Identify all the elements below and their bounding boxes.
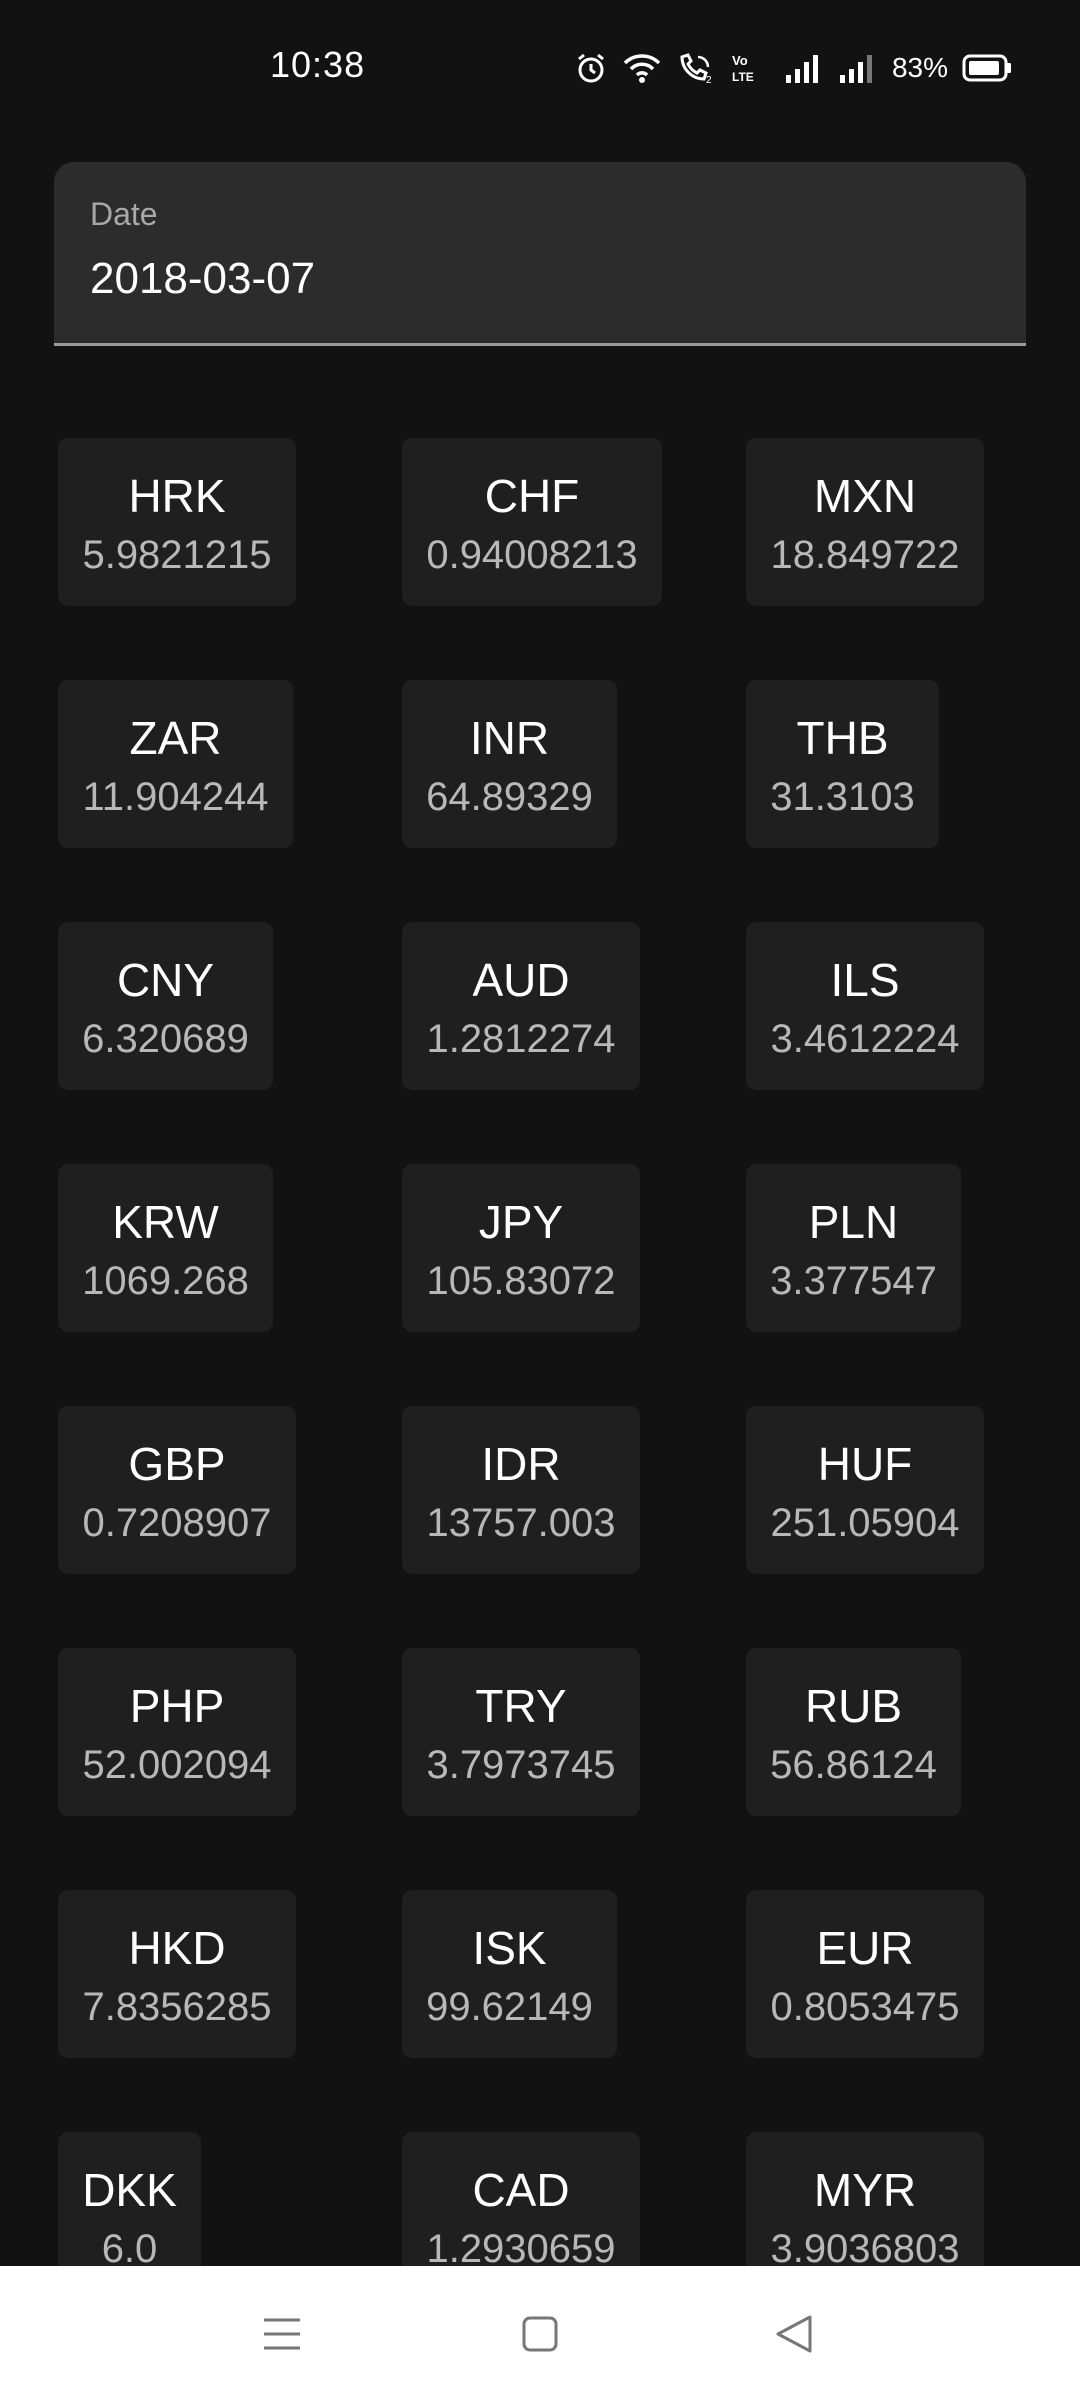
status-bar: 10:38 2 Vo LTE 83% (0, 0, 1080, 140)
currency-code: THB (796, 712, 889, 764)
currency-card: CNY 6.320689 (58, 922, 273, 1090)
currency-rate: 99.62149 (426, 1985, 593, 2029)
currency-rate: 0.7208907 (82, 1501, 272, 1545)
currency-card: MXN 18.849722 (746, 438, 984, 606)
currency-code: DKK (82, 2164, 177, 2216)
navigation-bar (0, 2266, 1080, 2400)
currency-code: INR (469, 712, 550, 764)
currency-code: ILS (830, 954, 900, 1006)
currency-card: HKD 7.8356285 (58, 1890, 296, 2058)
currency-rate: 13757.003 (426, 1501, 616, 1545)
currency-code: IDR (481, 1438, 561, 1490)
currency-rate: 5.9821215 (82, 533, 272, 577)
svg-text:LTE: LTE (732, 70, 754, 84)
wifi-calling-icon: 2 (676, 51, 716, 85)
currency-code: JPY (478, 1196, 564, 1248)
currency-code: AUD (472, 954, 570, 1006)
currency-code: HRK (128, 470, 226, 522)
currency-rate: 11.904244 (82, 775, 269, 819)
currency-card: ZAR 11.904244 (58, 680, 293, 848)
currency-rate: 1.2930659 (426, 2227, 616, 2266)
currency-card: DKK 6.0 (58, 2132, 201, 2266)
status-icons: 2 Vo LTE 83% (574, 48, 1012, 88)
currency-card: HUF 251.05904 (746, 1406, 984, 1574)
currency-rate: 3.377547 (770, 1259, 937, 1303)
currency-rate: 3.9036803 (770, 2227, 960, 2266)
signal-icon (784, 51, 824, 85)
currency-rate: 31.3103 (770, 775, 915, 819)
battery-icon (962, 53, 1012, 83)
currency-card: ISK 99.62149 (402, 1890, 617, 2058)
date-field[interactable]: Date 2018-03-07 (54, 162, 1026, 346)
currency-code: EUR (816, 1922, 914, 1974)
currency-rate: 0.8053475 (770, 1985, 960, 2029)
menu-icon[interactable] (250, 2302, 314, 2366)
date-value[interactable]: 2018-03-07 (90, 254, 316, 303)
currency-code: RUB (804, 1680, 903, 1732)
currency-card: EUR 0.8053475 (746, 1890, 984, 2058)
currency-card: THB 31.3103 (746, 680, 939, 848)
currency-card: IDR 13757.003 (402, 1406, 640, 1574)
currency-code: ZAR (129, 712, 222, 764)
currency-grid: HRK 5.9821215 CHF 0.94008213 MXN 18.849722 ZAR… (58, 438, 984, 2266)
currency-rate: 7.8356285 (82, 1985, 272, 2029)
currency-rate: 18.849722 (770, 533, 960, 577)
currency-code: MYR (813, 2164, 917, 2216)
currency-rate: 105.83072 (426, 1259, 616, 1303)
currency-code: KRW (112, 1196, 219, 1248)
currency-code: MXN (813, 470, 917, 522)
currency-code: ISK (472, 1922, 547, 1974)
date-label: Date (90, 196, 158, 232)
currency-card: CHF 0.94008213 (402, 438, 662, 606)
currency-rate: 3.4612224 (770, 1017, 960, 1061)
currency-code: CAD (472, 2164, 570, 2216)
status-time: 10:38 (270, 44, 366, 85)
currency-code: CNY (116, 954, 215, 1006)
svg-text:2: 2 (706, 75, 712, 85)
currency-card: HRK 5.9821215 (58, 438, 296, 606)
svg-text:Vo: Vo (732, 53, 748, 68)
currency-rate: 64.89329 (426, 775, 593, 819)
currency-card: PHP 52.002094 (58, 1648, 296, 1816)
currency-code: CHF (484, 470, 580, 522)
battery-percent: 83% (891, 52, 948, 83)
currency-code: HKD (128, 1922, 226, 1974)
currency-card: KRW 1069.268 (58, 1164, 273, 1332)
currency-card: ILS 3.4612224 (746, 922, 984, 1090)
currency-rate: 0.94008213 (426, 533, 638, 577)
currency-card: RUB 56.86124 (746, 1648, 961, 1816)
wifi-icon (622, 51, 662, 85)
currency-code: HUF (817, 1438, 913, 1490)
currency-code: PLN (808, 1196, 899, 1248)
currency-rate: 1069.268 (82, 1259, 249, 1303)
currency-card: INR 64.89329 (402, 680, 617, 848)
currency-rate: 6.0 (101, 2227, 158, 2266)
currency-card: AUD 1.2812274 (402, 922, 640, 1090)
currency-card: MYR 3.9036803 (746, 2132, 984, 2266)
currency-card: CAD 1.2930659 (402, 2132, 640, 2266)
currency-rate: 52.002094 (82, 1743, 272, 1787)
currency-rate: 3.7973745 (426, 1743, 616, 1787)
volte-icon: Vo LTE (730, 51, 770, 85)
home-icon[interactable] (508, 2302, 572, 2366)
currency-card: TRY 3.7973745 (402, 1648, 640, 1816)
currency-rate: 56.86124 (770, 1743, 937, 1787)
currency-rate: 6.320689 (82, 1017, 249, 1061)
currency-card: PLN 3.377547 (746, 1164, 961, 1332)
alarm-icon (574, 51, 608, 85)
currency-rate: 1.2812274 (426, 1017, 616, 1061)
currency-card: GBP 0.7208907 (58, 1406, 296, 1574)
currency-code: GBP (128, 1438, 226, 1490)
currency-rate: 251.05904 (770, 1501, 960, 1545)
signal-icon (838, 51, 878, 85)
currency-code: TRY (475, 1680, 567, 1732)
currency-code: PHP (129, 1680, 225, 1732)
back-icon[interactable] (762, 2302, 826, 2366)
currency-card: JPY 105.83072 (402, 1164, 640, 1332)
